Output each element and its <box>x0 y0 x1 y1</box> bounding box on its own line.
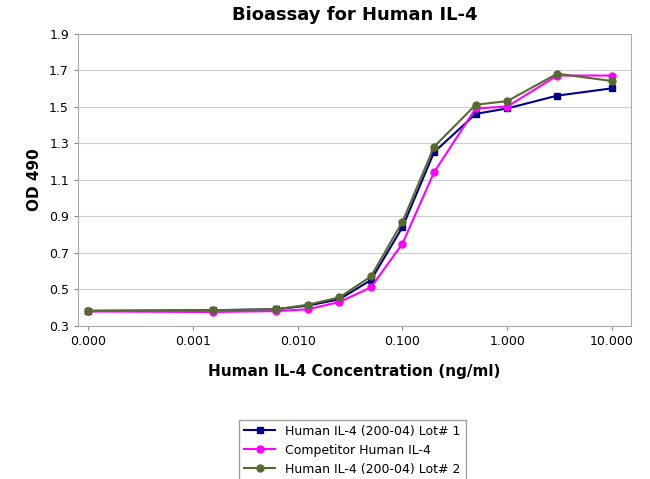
Human IL-4 (200-04) Lot# 2 <box>608 78 616 84</box>
Human IL-4 (200-04) Lot# 1 <box>398 224 406 230</box>
Human IL-4 (200-04) Lot# 2 <box>472 102 480 108</box>
Human IL-4 (200-04) Lot# 2 <box>272 307 280 312</box>
Y-axis label: OD 490: OD 490 <box>27 148 42 211</box>
Competitor Human IL-4 <box>209 309 217 315</box>
Human IL-4 (200-04) Lot# 2 <box>503 98 511 104</box>
Human IL-4 (200-04) Lot# 1 <box>272 307 280 312</box>
Human IL-4 (200-04) Lot# 2 <box>398 219 406 225</box>
Human IL-4 (200-04) Lot# 1 <box>335 297 343 302</box>
Human IL-4 (200-04) Lot# 1 <box>367 277 375 283</box>
Human IL-4 (200-04) Lot# 2 <box>367 274 375 279</box>
Human IL-4 (200-04) Lot# 1 <box>84 308 92 314</box>
Line: Human IL-4 (200-04) Lot# 1: Human IL-4 (200-04) Lot# 1 <box>84 85 616 315</box>
Competitor Human IL-4 <box>398 240 406 246</box>
Human IL-4 (200-04) Lot# 2 <box>335 295 343 300</box>
Human IL-4 (200-04) Lot# 1 <box>608 85 616 91</box>
Competitor Human IL-4 <box>304 307 312 312</box>
Competitor Human IL-4 <box>430 170 438 175</box>
Competitor Human IL-4 <box>367 285 375 290</box>
Human IL-4 (200-04) Lot# 1 <box>209 308 217 313</box>
Competitor Human IL-4 <box>608 73 616 79</box>
Human IL-4 (200-04) Lot# 1 <box>553 93 561 99</box>
Line: Competitor Human IL-4: Competitor Human IL-4 <box>84 72 616 316</box>
Human IL-4 (200-04) Lot# 1 <box>304 303 312 308</box>
Competitor Human IL-4 <box>335 299 343 305</box>
Competitor Human IL-4 <box>84 308 92 314</box>
Human IL-4 (200-04) Lot# 2 <box>430 144 438 149</box>
Human IL-4 (200-04) Lot# 1 <box>430 149 438 155</box>
Human IL-4 (200-04) Lot# 2 <box>209 308 217 313</box>
Legend: Human IL-4 (200-04) Lot# 1, Competitor Human IL-4, Human IL-4 (200-04) Lot# 2: Human IL-4 (200-04) Lot# 1, Competitor H… <box>239 420 465 479</box>
Human IL-4 (200-04) Lot# 2 <box>304 302 312 308</box>
X-axis label: Human IL-4 Concentration (ng/ml): Human IL-4 Concentration (ng/ml) <box>208 365 500 379</box>
Human IL-4 (200-04) Lot# 1 <box>472 111 480 117</box>
Competitor Human IL-4 <box>272 308 280 314</box>
Human IL-4 (200-04) Lot# 2 <box>84 308 92 313</box>
Human IL-4 (200-04) Lot# 1 <box>503 105 511 111</box>
Competitor Human IL-4 <box>472 105 480 111</box>
Competitor Human IL-4 <box>503 104 511 110</box>
Competitor Human IL-4 <box>553 73 561 79</box>
Line: Human IL-4 (200-04) Lot# 2: Human IL-4 (200-04) Lot# 2 <box>84 70 616 314</box>
Human IL-4 (200-04) Lot# 2 <box>553 71 561 77</box>
Title: Bioassay for Human IL-4: Bioassay for Human IL-4 <box>231 6 477 23</box>
